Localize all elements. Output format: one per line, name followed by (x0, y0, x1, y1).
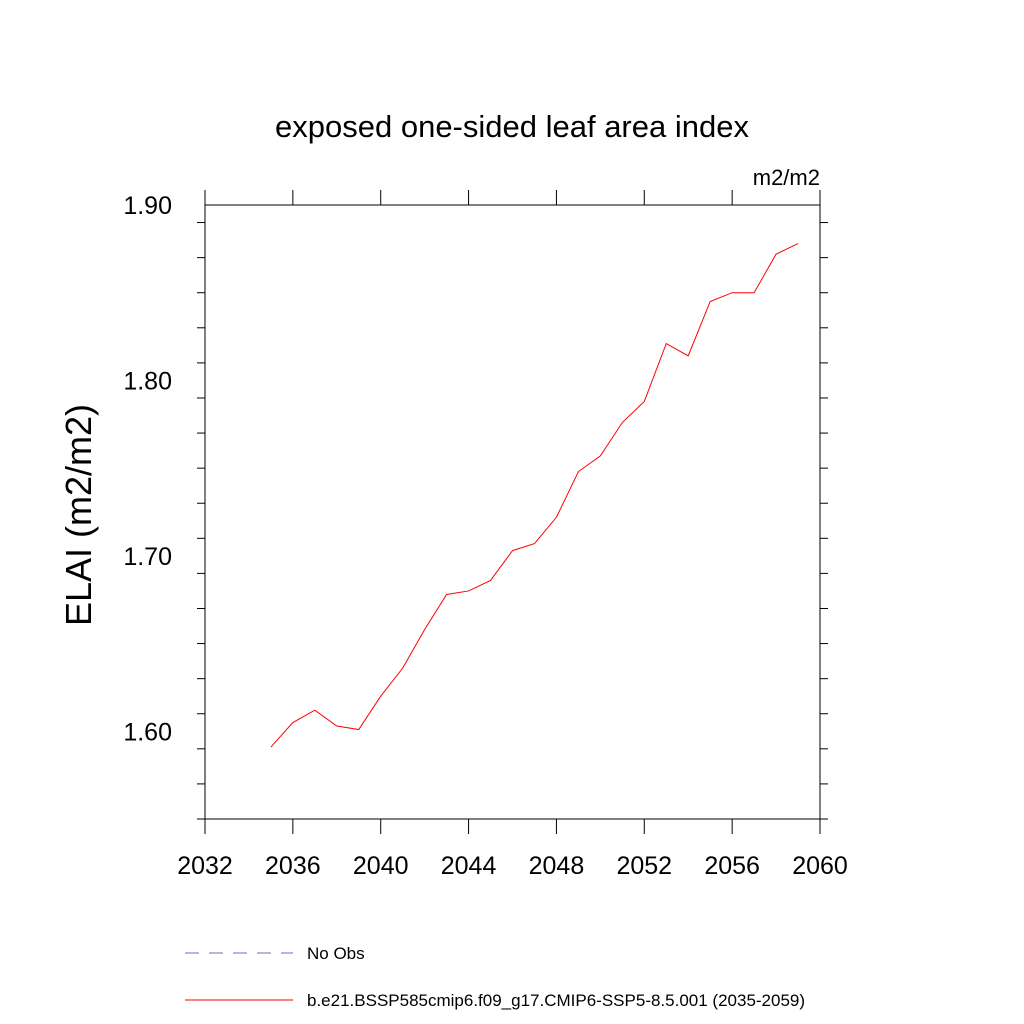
tick-marks (197, 190, 828, 834)
x-tick-labels: 2032 2036 2040 2044 2048 2052 2056 2060 (177, 852, 848, 880)
x-tick-label: 2052 (616, 852, 672, 880)
series-lines (270, 243, 799, 748)
y-tick-labels: 1.60 1.70 1.80 1.90 (123, 192, 172, 746)
y-tick-label: 1.80 (123, 367, 172, 395)
legend: No Obs b.e21.BSSP585cmip6.f09_g17.CMIP6-S… (185, 944, 805, 1010)
y-axis-label: ELAI (m2/m2) (58, 404, 99, 626)
y-tick-label: 1.90 (123, 192, 172, 220)
x-tick-label: 2036 (265, 852, 321, 880)
y-tick-label: 1.60 (123, 718, 172, 746)
x-tick-label: 2056 (704, 852, 760, 880)
x-tick-label: 2060 (792, 852, 848, 880)
legend-label: b.e21.BSSP585cmip6.f09_g17.CMIP6-SSP5-8.… (307, 991, 805, 1010)
x-tick-label: 2032 (177, 852, 233, 880)
series-line (270, 243, 799, 748)
plot-frame (204, 204, 821, 820)
y-tick-label: 1.70 (123, 543, 172, 571)
units-label: m2/m2 (753, 165, 820, 190)
x-tick-label: 2048 (529, 852, 585, 880)
legend-label: No Obs (307, 944, 365, 963)
x-tick-label: 2044 (441, 852, 497, 880)
x-tick-label: 2040 (353, 852, 409, 880)
chart-title: exposed one-sided leaf area index (275, 109, 749, 144)
